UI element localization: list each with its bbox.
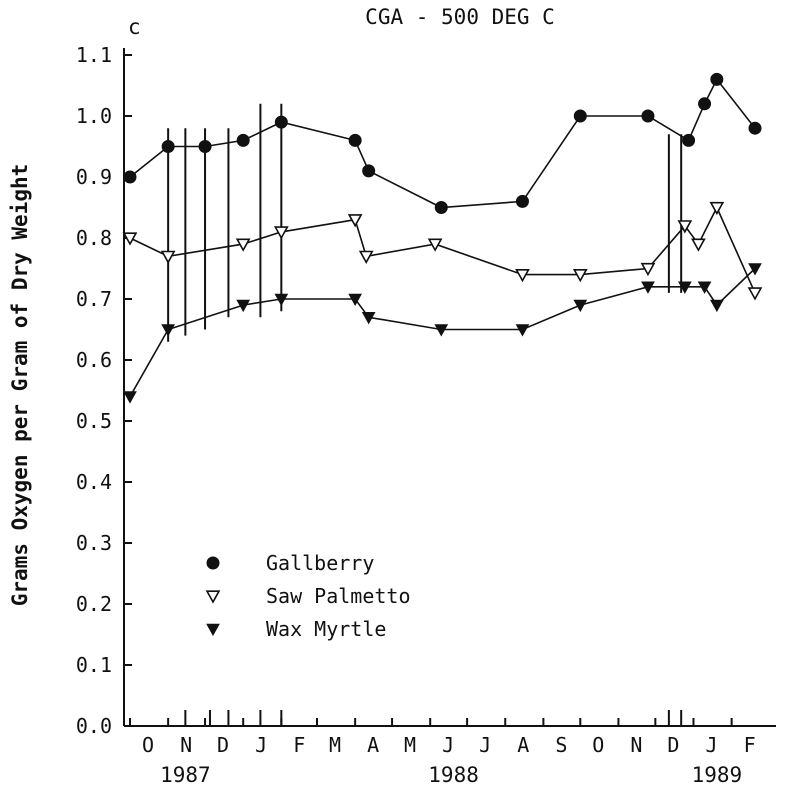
x-tick-label: O — [142, 733, 154, 757]
vertical-event-lines — [167, 103, 683, 342]
legend-label-gallberry: Gallberry — [266, 551, 374, 575]
wax-myrtle-point — [697, 281, 712, 294]
x-tick-label: A — [517, 733, 529, 757]
x-tick-label: N — [180, 733, 192, 757]
panel-letter: c — [128, 15, 141, 39]
wax-myrtle-point — [123, 391, 137, 404]
wax-myrtle-point — [361, 312, 376, 325]
gallberry-point — [274, 115, 288, 129]
x-tick-label: J — [479, 733, 491, 757]
saw-palmetto-point — [515, 268, 530, 283]
gallberry-point — [198, 140, 212, 153]
y-tick-label: 0.9 — [76, 165, 112, 189]
saw-palmetto-point — [122, 232, 138, 246]
wax-myrtle-point — [710, 299, 724, 313]
gallberry-point — [641, 109, 655, 123]
gallberry-line — [129, 77, 756, 209]
gallberry-point — [434, 201, 448, 214]
gallberry-point — [236, 133, 250, 147]
series-layer — [122, 72, 763, 404]
saw-palmetto-point — [358, 250, 374, 264]
y-tick-label: 0.1 — [76, 653, 112, 677]
x-tick-label: A — [367, 733, 379, 757]
x-tick-label: M — [404, 733, 416, 757]
gallberry-point — [362, 164, 376, 178]
y-tick-label: 0.2 — [76, 592, 112, 616]
wax-myrtle-point — [515, 324, 530, 337]
x-tick-label: J — [255, 733, 267, 757]
x-tick-label: D — [217, 733, 229, 757]
saw-palmetto-point — [160, 250, 176, 264]
y-tick-label: 0.8 — [76, 226, 112, 250]
y-tick-label: 0.6 — [76, 348, 112, 372]
x-tick-label: M — [329, 733, 341, 757]
saw-palmetto-point — [347, 214, 363, 228]
legend-label-saw-palmetto: Saw Palmetto — [266, 584, 411, 608]
gallberry-point — [348, 133, 362, 147]
plot-frame — [123, 48, 776, 727]
saw-palmetto-point — [235, 238, 251, 252]
y-tick-label: 0.0 — [76, 714, 112, 738]
x-tick-label: F — [293, 733, 305, 757]
y-tick-label: 1.0 — [76, 104, 112, 128]
saw-palmetto-point — [747, 287, 763, 301]
legend: Gallberry Saw Palmetto Wax Myrtle — [205, 551, 411, 641]
x-tick-label: D — [667, 733, 679, 757]
year-label: 1988 — [428, 763, 479, 787]
year-label: 1989 — [692, 763, 743, 787]
wax-myrtle-point — [678, 281, 692, 294]
y-axis-label: Grams Oxygen per Gram of Dry Weight — [8, 164, 32, 607]
wax-myrtle-point — [274, 293, 289, 307]
saw-palmetto-line — [129, 205, 756, 294]
y-tick-label: 0.3 — [76, 531, 112, 555]
gallberry-point — [682, 133, 696, 147]
x-tick-label: J — [705, 733, 717, 757]
wax-myrtle-point — [434, 324, 449, 337]
saw-palmetto-point — [640, 262, 656, 277]
gallberry-point — [515, 194, 529, 208]
gallberry-point — [573, 109, 587, 123]
legend-label-wax-myrtle: Wax Myrtle — [266, 617, 386, 641]
wax-myrtle-point — [348, 293, 362, 307]
saw-palmetto-point — [572, 268, 588, 283]
wax-myrtle-point — [236, 299, 251, 313]
x-tick-label: J — [442, 733, 454, 757]
gallberry-point — [710, 72, 724, 86]
gallberry-point — [161, 140, 175, 153]
x-tick-label: O — [592, 733, 604, 757]
saw-palmetto-point — [709, 201, 725, 216]
saw-palmetto-point — [691, 238, 706, 252]
saw-palmetto-point — [427, 238, 443, 252]
gallberry-point — [748, 121, 762, 135]
y-tick-label: 1.1 — [76, 43, 112, 67]
legend-marker-wax-myrtle — [206, 623, 220, 637]
year-label: 1987 — [160, 763, 211, 787]
y-ticks: 0.0 0.1 0.2 0.3 0.4 0.5 0.6 0.7 0.8 0.9 1.0 1.1 — [76, 43, 132, 738]
wax-myrtle-point — [573, 299, 588, 313]
chart-title: CGA - 500 DEG C — [365, 5, 555, 29]
saw-palmetto-point — [677, 220, 693, 234]
gallberry-point — [698, 97, 712, 111]
gallberry-point — [123, 170, 137, 184]
saw-palmetto-point — [273, 226, 289, 240]
wax-myrtle-point — [161, 324, 175, 337]
legend-marker-gallberry — [206, 556, 220, 570]
wax-myrtle-point — [641, 281, 655, 294]
legend-marker-saw-palmetto — [205, 590, 221, 604]
wax-myrtle-point — [748, 263, 762, 276]
y-tick-label: 0.5 — [76, 409, 112, 433]
x-tick-label: S — [555, 733, 567, 757]
y-tick-label: 0.7 — [76, 287, 112, 311]
x-tick-label: F — [744, 733, 756, 757]
x-tick-label: N — [630, 733, 642, 757]
y-tick-label: 0.4 — [76, 470, 112, 494]
